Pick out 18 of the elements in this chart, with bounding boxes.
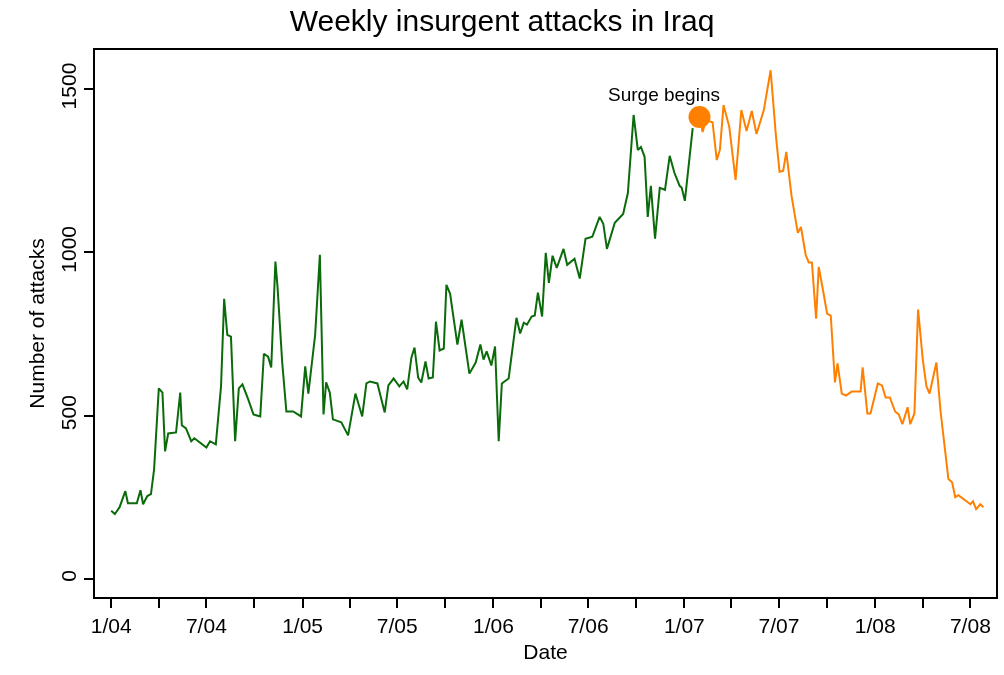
x-tick-label: 1/06 <box>473 613 514 637</box>
x-tick-label: 1/05 <box>282 613 324 637</box>
annotation: Surge begins <box>608 84 720 105</box>
chart-title: Weekly insurgent attacks in Iraq <box>289 4 715 38</box>
y-tick-label: 1500 <box>56 62 80 110</box>
x-tick-label: 7/06 <box>567 613 609 637</box>
y-tick-label: 500 <box>56 395 80 431</box>
y-axis-title: Number of attacks <box>25 238 49 409</box>
y-tick-label: 0 <box>56 570 80 582</box>
x-tick-label: 1/07 <box>663 613 705 637</box>
x-tick-label: 1/08 <box>854 613 896 637</box>
x-tick-label: 7/08 <box>949 613 991 637</box>
y-tick-label: 1000 <box>56 225 80 273</box>
x-axis-title: Date <box>523 639 568 663</box>
x-tick-label: 7/05 <box>376 613 418 637</box>
x-tick-label: 1/04 <box>90 613 132 637</box>
x-tick-label: 7/04 <box>185 613 228 637</box>
x-tick-label: 7/07 <box>758 613 800 637</box>
